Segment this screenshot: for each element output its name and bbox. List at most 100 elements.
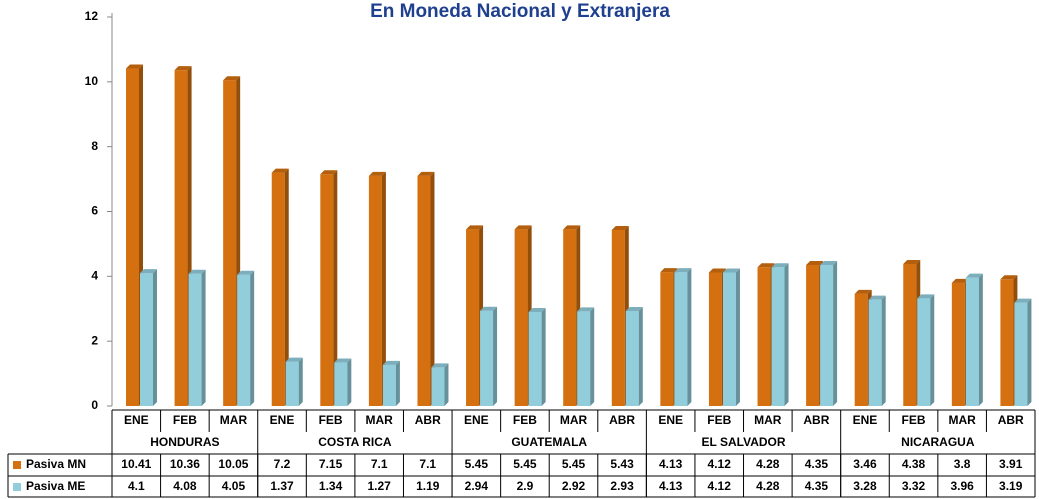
bar-top: [563, 225, 581, 230]
group-label: COSTA RICA: [318, 435, 392, 449]
bar-top: [223, 76, 241, 81]
bar: [126, 68, 139, 406]
table-value: 3.32: [902, 479, 926, 493]
bar-side: [735, 268, 740, 406]
bar-top: [806, 260, 824, 265]
table-value: 4.05: [222, 479, 246, 493]
bar: [965, 277, 979, 406]
table-value: 4.13: [659, 457, 683, 471]
x-tick-label: ABR: [609, 413, 635, 427]
bar-top: [965, 273, 983, 278]
x-tick-label: FEB: [513, 413, 537, 427]
bar: [722, 272, 736, 406]
x-tick-label: ABR: [998, 413, 1024, 427]
table-value: 2.94: [465, 479, 489, 493]
table-value: 4.08: [173, 479, 197, 493]
bar-side: [430, 171, 435, 406]
bar: [188, 273, 202, 406]
bar-top: [514, 225, 532, 230]
bar-side: [493, 306, 498, 406]
x-tick-label: ENE: [124, 413, 149, 427]
bar-top: [368, 171, 386, 176]
x-tick-label: ENE: [658, 413, 683, 427]
table-value: 4.1: [128, 479, 145, 493]
table-value: 3.91: [999, 457, 1023, 471]
x-tick-label: FEB: [902, 413, 926, 427]
y-tick-label: 2: [91, 333, 98, 347]
bar-top: [577, 307, 595, 312]
bar-side: [833, 260, 838, 406]
bar-top: [334, 358, 352, 363]
bar: [1000, 279, 1014, 406]
table-value: 5.43: [610, 457, 634, 471]
x-tick-label: ENE: [464, 413, 489, 427]
bar: [771, 267, 785, 406]
bar: [577, 311, 591, 406]
table-value: 3.96: [950, 479, 974, 493]
bar: [514, 229, 528, 406]
legend-swatch: [13, 483, 21, 491]
bar-top: [285, 357, 303, 362]
bar-side: [395, 360, 400, 406]
bar-top: [320, 170, 338, 175]
group-label: NICARAGUA: [901, 435, 975, 449]
bar-side: [444, 363, 449, 406]
bar-top: [1014, 298, 1032, 303]
bar-side: [284, 168, 289, 406]
table-value: 4.35: [805, 457, 829, 471]
bar-side: [153, 269, 157, 406]
x-tick-label: ABR: [415, 413, 441, 427]
group-label: HONDURAS: [150, 435, 219, 449]
bar: [903, 264, 917, 406]
bar-side: [784, 263, 789, 406]
bar-top: [660, 268, 678, 273]
y-tick-label: 10: [85, 74, 99, 88]
bar-side: [541, 307, 546, 406]
bar-top: [917, 294, 935, 299]
bar-side: [638, 307, 643, 406]
table-value: 1.34: [319, 479, 343, 493]
bar: [271, 172, 285, 406]
table-value: 3.46: [853, 457, 877, 471]
bar: [237, 274, 251, 406]
table-value: 4.35: [805, 479, 829, 493]
bar: [174, 70, 188, 406]
table-value: 7.2: [274, 457, 291, 471]
bar-side: [250, 270, 255, 406]
bar-side: [381, 171, 386, 406]
table-value: 4.13: [659, 479, 683, 493]
bar: [625, 311, 639, 406]
table-value: 1.27: [368, 479, 392, 493]
bar-top: [771, 263, 789, 268]
bar: [466, 229, 480, 406]
table-value: 4.28: [756, 479, 780, 493]
y-tick-label: 0: [91, 398, 98, 412]
bar-side: [333, 170, 338, 406]
bar-top: [528, 307, 546, 312]
y-tick-label: 8: [91, 139, 98, 153]
bar-top: [674, 268, 692, 273]
bar: [480, 310, 494, 406]
x-tick-label: MAR: [754, 413, 782, 427]
bar: [708, 272, 722, 406]
bar-side: [1027, 298, 1032, 406]
bar-top: [903, 260, 921, 265]
bar: [431, 367, 445, 406]
table-value: 5.45: [465, 457, 489, 471]
bar: [674, 272, 688, 406]
y-tick-label: 4: [91, 269, 98, 283]
bar: [285, 361, 299, 406]
legend-label: Pasiva MN: [26, 457, 86, 471]
bar: [854, 293, 868, 406]
table-value: 10.05: [218, 457, 248, 471]
table-value: 3.28: [853, 479, 877, 493]
bar-top: [951, 278, 969, 283]
x-tick-label: MAR: [366, 413, 394, 427]
table-value: 1.19: [416, 479, 440, 493]
table-value: 7.1: [371, 457, 388, 471]
x-tick-label: ENE: [853, 413, 878, 427]
bar-top: [854, 289, 872, 294]
bar: [320, 174, 334, 406]
bar-top: [271, 168, 289, 173]
bar-top: [140, 269, 157, 274]
